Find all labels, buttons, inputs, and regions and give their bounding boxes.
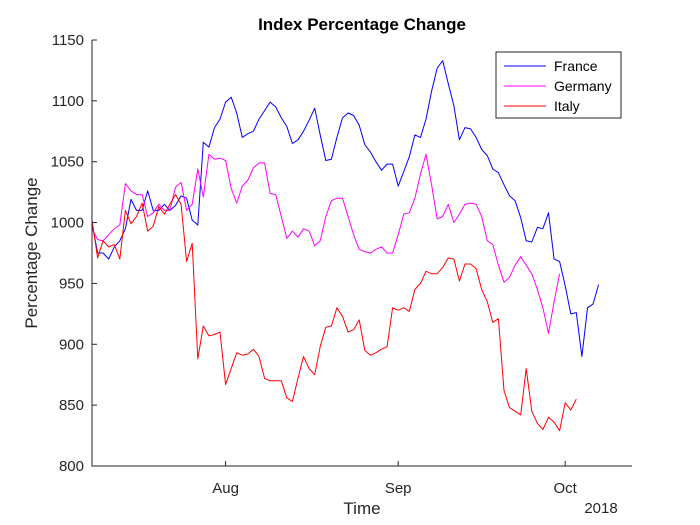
legend: France Germany Italy bbox=[495, 51, 622, 119]
chart-title: Index Percentage Change bbox=[258, 15, 466, 34]
x-axis-label: Time bbox=[343, 499, 380, 518]
y-tick-label: 950 bbox=[59, 275, 84, 292]
y-tick-label: 800 bbox=[59, 458, 84, 475]
legend-label-italy: Italy bbox=[554, 98, 580, 114]
x-tick-label: Sep bbox=[385, 480, 412, 497]
y-tick-label: 850 bbox=[59, 397, 84, 414]
x-tick-label: Aug bbox=[212, 480, 239, 497]
y-axis-ticks: 800 850 900 950 1000 1050 1100 1150 bbox=[51, 32, 97, 475]
x-axis-ticks: Aug Sep Oct bbox=[212, 461, 578, 497]
y-tick-label: 1050 bbox=[51, 154, 84, 171]
series-line-france bbox=[91, 60, 600, 357]
x-tick-label: Oct bbox=[554, 480, 578, 497]
y-tick-label: 1000 bbox=[51, 215, 84, 232]
legend-box bbox=[495, 51, 622, 119]
legend-label-germany: Germany bbox=[554, 78, 612, 94]
y-tick-label: 1150 bbox=[52, 32, 84, 49]
series-line-germany bbox=[91, 153, 561, 334]
legend-label-france: France bbox=[554, 58, 598, 74]
series-line-italy bbox=[91, 194, 577, 432]
x-axis-year-label: 2018 bbox=[584, 500, 617, 517]
series-group bbox=[91, 60, 600, 432]
y-tick-label: 900 bbox=[59, 336, 84, 353]
y-tick-label: 1100 bbox=[52, 93, 84, 110]
y-axis-label: Percentage Change bbox=[22, 177, 41, 328]
